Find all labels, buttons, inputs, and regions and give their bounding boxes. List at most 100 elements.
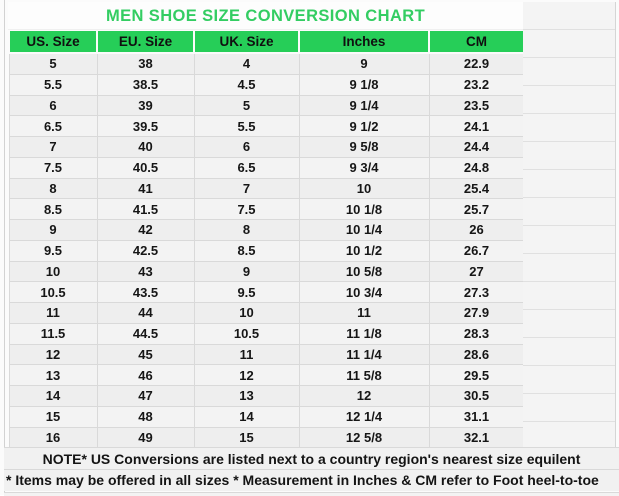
table-cell: 39 [96,94,195,117]
column-header: CM [428,30,525,54]
table-cell: 10.5 [8,281,98,303]
table-row: 9.5 42.5 8.5 10 1/2 26.7 [8,239,525,262]
table-cell: 7.5 [8,156,98,179]
table-cell: 12 [298,385,430,407]
table-cell: 9 [8,219,98,241]
table-cell: 48 [96,405,195,428]
table-row: 14 47 13 12 30.5 [8,385,525,407]
table-cell: 26.7 [428,239,525,262]
table-cell: 5.5 [8,73,98,96]
header-row: US. Size EU. Size UK. Size Inches CM [8,30,525,54]
table-cell: 49 [96,426,195,449]
column-header: UK. Size [193,30,300,54]
table-cell: 45 [96,343,195,366]
table-cell: 9 [193,260,300,283]
table-row: 10.5 43.5 9.5 10 3/4 27.3 [8,281,525,303]
page-title: MEN SHOE SIZE CONVERSION CHART [8,2,523,30]
table-cell: 11 1/8 [298,322,430,345]
note-line-2: * Items may be offered in all sizes * Me… [4,470,619,491]
table-cell: 25.7 [428,198,525,220]
table-cell: 44.5 [96,322,195,345]
table-cell: 23.2 [428,73,525,96]
table-cell: 5 [193,94,300,117]
table-cell: 26 [428,219,525,241]
table-cell: 27.3 [428,281,525,303]
table-cell: 24.4 [428,136,525,158]
table-cell: 6.5 [193,156,300,179]
table-row: 10 43 9 10 5/8 27 [8,260,525,283]
table-row: 7 40 6 9 5/8 24.4 [8,136,525,158]
table-cell: 24.1 [428,115,525,137]
table-cell: 9 3/4 [298,156,430,179]
table-cell: 38.5 [96,73,195,96]
table-cell: 9.5 [193,281,300,303]
table-cell: 32.1 [428,426,525,449]
table-cell: 10 1/4 [298,219,430,241]
table-cell: 13 [193,385,300,407]
table-cell: 9 1/4 [298,94,430,117]
table-cell: 4.5 [193,73,300,96]
table-cell: 15 [8,405,98,428]
table-cell: 9 5/8 [298,136,430,158]
table-cell: 41 [96,177,195,200]
table-cell: 40.5 [96,156,195,179]
table-cell: 9 1/2 [298,115,430,137]
table-cell: 10 [8,260,98,283]
table-row: 13 46 12 11 5/8 29.5 [8,364,525,386]
table-cell: 12 [193,364,300,386]
table-cell: 43 [96,260,195,283]
table-row: 8 41 7 10 25.4 [8,177,525,200]
table-cell: 12 5/8 [298,426,430,449]
table-cell: 39.5 [96,115,195,137]
table-cell: 9 1/8 [298,73,430,96]
table-cell: 42 [96,219,195,241]
table-cell: 27.9 [428,302,525,324]
table-cell: 10 [298,177,430,200]
table-cell: 11 [298,302,430,324]
table-cell: 22.9 [428,52,525,75]
table-cell: 4 [193,52,300,75]
table-cell: 23.5 [428,94,525,117]
conversion-table-head: US. Size EU. Size UK. Size Inches CM [8,30,525,54]
table-cell: 10 1/8 [298,198,430,220]
table-cell: 9.5 [8,239,98,262]
table-cell: 38 [96,52,195,75]
table-cell: 10 5/8 [298,260,430,283]
table-cell: 29.5 [428,364,525,386]
table-cell: 9 [298,52,430,75]
table-cell: 8.5 [8,198,98,220]
left-gutter-line [4,0,5,495]
table-row: 16 49 15 12 5/8 32.1 [8,426,525,449]
table-cell: 13 [8,364,98,386]
empty-gutter-column [523,2,616,447]
table-cell: 7 [193,177,300,200]
table-cell: 6 [193,136,300,158]
table-row: 12 45 11 11 1/4 28.6 [8,343,525,366]
bottom-partial-row [4,492,619,496]
table-cell: 11 5/8 [298,364,430,386]
table-cell: 40 [96,136,195,158]
table-cell: 30.5 [428,385,525,407]
table-cell: 7.5 [193,198,300,220]
table-cell: 43.5 [96,281,195,303]
table-cell: 7 [8,136,98,158]
table-row: 5 38 4 9 22.9 [8,52,525,75]
table-cell: 27 [428,260,525,283]
table-cell: 8 [193,219,300,241]
table-cell: 10 3/4 [298,281,430,303]
conversion-table-body: 5 38 4 9 22.9 5.5 38.5 4.5 9 1/8 23.2 6 39 5 9 1/4 23.… [8,52,525,449]
column-header: US. Size [8,30,98,54]
table-cell: 8.5 [193,239,300,262]
table-cell: 5 [8,52,98,75]
table-row: 11.5 44.5 10.5 11 1/8 28.3 [8,322,525,345]
table-cell: 12 1/4 [298,405,430,428]
table-cell: 31.1 [428,405,525,428]
conversion-table: US. Size EU. Size UK. Size Inches CM 5 38 4 9 22… [8,30,525,449]
table-cell: 28.6 [428,343,525,366]
table-cell: 8 [8,177,98,200]
table-cell: 6 [8,94,98,117]
table-row: 11 44 10 11 27.9 [8,302,525,324]
table-cell: 44 [96,302,195,324]
table-cell: 11 1/4 [298,343,430,366]
